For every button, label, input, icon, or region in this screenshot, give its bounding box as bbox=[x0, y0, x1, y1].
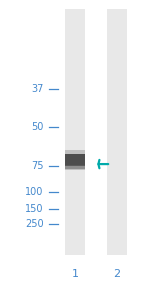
Text: 150: 150 bbox=[25, 205, 44, 214]
Text: 2: 2 bbox=[113, 269, 121, 279]
Bar bbox=[65, 154, 85, 166]
Bar bbox=[107, 9, 127, 255]
Text: 100: 100 bbox=[25, 187, 44, 197]
Bar bbox=[65, 9, 85, 255]
Text: 75: 75 bbox=[31, 161, 44, 171]
Text: 50: 50 bbox=[31, 122, 44, 132]
Text: 1: 1 bbox=[72, 269, 78, 279]
Text: 250: 250 bbox=[25, 219, 44, 229]
Bar bbox=[65, 150, 85, 170]
Bar bbox=[65, 165, 85, 169]
Text: 37: 37 bbox=[31, 84, 44, 94]
